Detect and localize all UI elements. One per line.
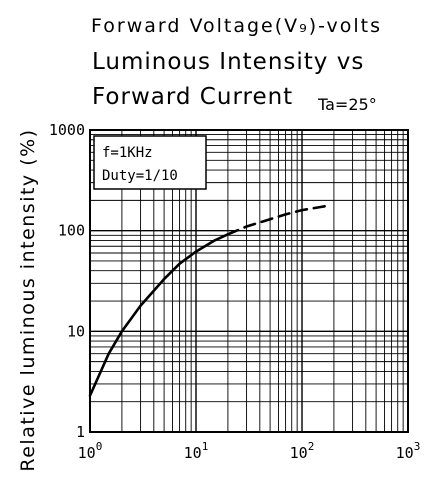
y-tick-label: 100 xyxy=(58,222,85,240)
condition-label: Ta=25° xyxy=(317,95,377,114)
y-tick-label: 10 xyxy=(67,322,85,340)
legend-rect xyxy=(93,135,207,190)
data-curve xyxy=(88,204,331,397)
x-tick-label: 100 xyxy=(78,440,103,462)
x-tick-labels: 100 101 102 103 xyxy=(78,440,421,462)
curve-segment-dashed xyxy=(226,204,331,236)
y-axis-label: Relative luminous intensity (%) xyxy=(17,128,39,471)
y-tick-label: 1 xyxy=(76,423,85,441)
legend-box: f=1KHz Duty=1/10 xyxy=(93,135,207,190)
plot-frame xyxy=(89,129,409,433)
x-tick-label: 102 xyxy=(290,440,315,462)
x-tick-label: 101 xyxy=(184,440,209,462)
chart-title-line2: Forward Current xyxy=(92,84,293,110)
curve-segment-solid xyxy=(88,233,230,397)
header-line: Forward Voltage(V₉)-volts xyxy=(91,15,382,37)
y-tick-labels: 1 10 100 1000 xyxy=(49,121,85,441)
x-tick-label: 103 xyxy=(396,440,421,462)
chart-title-line1: Luminous Intensity vs xyxy=(92,49,364,75)
y-tick-label: 1000 xyxy=(49,121,85,139)
legend-line-frequency: f=1KHz xyxy=(102,145,153,161)
legend-line-duty: Duty=1/10 xyxy=(102,168,178,184)
